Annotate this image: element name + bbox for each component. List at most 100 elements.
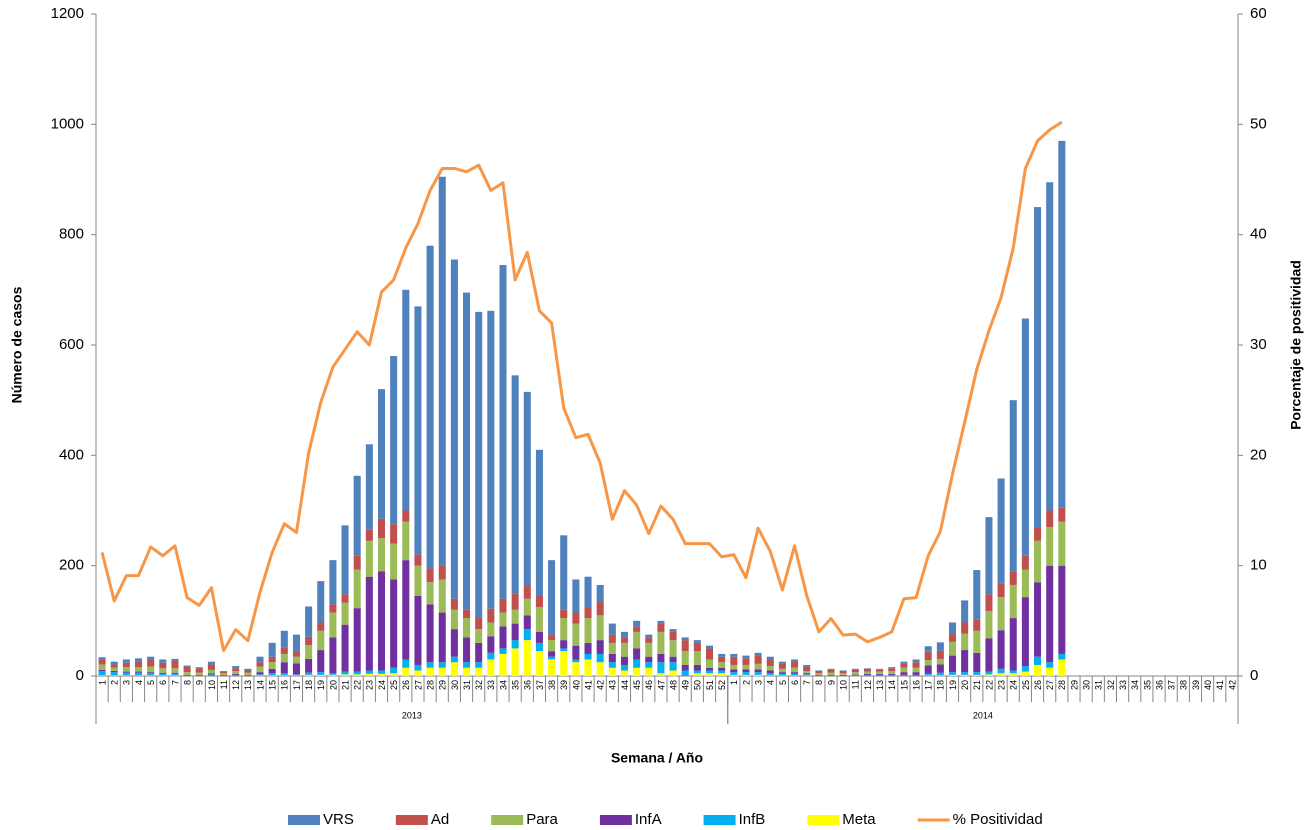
bar-segment [754,674,762,676]
bar-segment [681,670,689,676]
bar-segment [341,602,349,625]
bar-segment [876,674,884,676]
bar-segment [487,636,495,653]
bar-segment [803,673,811,675]
x-tick-label: 23 [365,680,375,690]
bar-segment [791,673,799,676]
bar-segment [669,631,677,641]
bar-segment [912,667,920,673]
bar-segment [681,640,689,652]
x-tick-label: 7 [802,680,812,685]
bar-segment [426,667,434,676]
bar-segment [548,659,556,676]
bar-segment [499,265,507,599]
bar-segment [742,658,750,665]
bar-segment [402,659,410,668]
bar-segment [1034,656,1042,665]
bar-segment [876,673,884,675]
bar-segment [292,663,300,675]
bar-segment [414,596,422,665]
bar-segment [1034,664,1042,676]
bar-segment [645,637,653,643]
bar-segment [584,618,592,643]
x-tick-label: 30 [450,680,460,690]
bar-segment [353,671,361,675]
bar-segment [317,630,325,651]
x-tick-label: 52 [717,680,727,690]
bar-segment [560,651,568,676]
bar-segment [353,608,361,672]
bar-segment [657,620,665,624]
bar-segment [924,646,932,652]
x-tick-label: 25 [1021,680,1031,690]
legend-label: InfA [635,811,662,828]
bar-segment [232,668,240,672]
bar-segment [414,664,422,671]
bar-segment [414,670,422,676]
bar-segment [426,582,434,605]
bar-segment [572,579,580,613]
x-axis-title: Semana / Año [611,750,703,766]
bar-segment [268,675,276,676]
bar-segment [973,630,981,653]
bar-segment [134,675,143,676]
bar-segment [450,662,458,676]
bar-segment [377,389,386,519]
bar-segment [718,656,726,663]
bar-segment [390,579,398,668]
bar-segment [1009,673,1017,676]
bar-segment [560,609,568,619]
bar-segment [134,671,143,673]
bar-segment [475,629,483,643]
x-tick-label: 6 [158,680,168,685]
x-tick-label: 39 [1191,680,1201,690]
bar-segment [572,623,580,646]
x-tick-label: 15 [268,680,278,690]
x-tick-label: 10 [839,680,849,690]
bar-segment [402,510,410,522]
bar-segment [742,655,750,659]
bar-segment [147,672,155,674]
legend-swatch [807,815,840,825]
bar-segment [390,356,398,525]
y2-tick-label: 0 [1250,667,1258,684]
x-tick-label: 51 [705,680,715,690]
x-tick-label: 33 [486,680,496,690]
x-tick-label: 50 [693,680,703,690]
bar-segment [596,601,604,616]
bar-segment [985,594,993,611]
x-tick-label: 1 [97,680,107,685]
bar-segment [827,669,835,673]
x-tick-label: 8 [182,680,192,685]
bar-segment [499,612,507,627]
bar-segment [924,651,932,661]
bar-segment [997,630,1005,669]
bar-segment [620,664,629,671]
bar-segment [997,673,1005,676]
bar-segment [608,634,616,643]
bar-segment [924,673,932,676]
bar-segment [620,670,629,676]
bar-segment [280,647,288,654]
bar-segment [232,671,240,674]
bar-segment [669,656,677,663]
bar-segment [851,674,859,676]
bar-segment [511,609,519,624]
x-tick-label: 9 [826,680,836,685]
bar-segment [645,634,653,638]
bar-segment [778,672,786,674]
x-tick-label: 13 [243,680,253,690]
x-tick-label: 10 [207,680,217,690]
bar-segment [183,665,191,667]
bar-segment [98,657,106,661]
bar-segment [973,652,981,673]
x-tick-label: 27 [413,680,423,690]
bar-segment [766,666,774,671]
legend-label: Meta [842,811,876,828]
bar-segment [487,622,495,637]
bar-segment [438,565,446,580]
bar-segment [730,674,738,676]
bar-segment [693,642,701,652]
bar-segment [560,535,568,610]
bar-segment [341,624,349,672]
